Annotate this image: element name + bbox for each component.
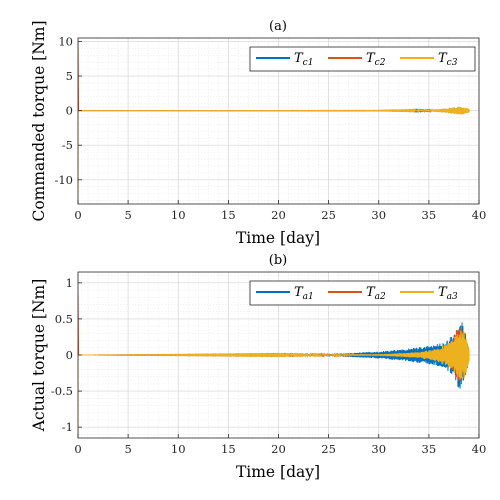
panel-a-x-tick-label: 0 bbox=[74, 208, 81, 222]
panel-a-x-tick-label: 15 bbox=[221, 208, 236, 222]
panel-b-x-tick-label: 40 bbox=[472, 442, 487, 456]
panel-a-y-axis-label: Commanded torque [Nm] bbox=[30, 20, 48, 221]
panel-b-x-tick-label: 5 bbox=[124, 442, 131, 456]
panel-a-y-tick-label: -5 bbox=[62, 138, 73, 152]
panel-b-y-axis-label: Actual torque [Nm] bbox=[30, 279, 48, 433]
panel-b-x-tick-label: 0 bbox=[74, 442, 81, 456]
panel-b-x-tick-label: 15 bbox=[221, 442, 236, 456]
panel-b-x-tick-label: 35 bbox=[422, 442, 437, 456]
panel-b-y-tick-label: 0.5 bbox=[55, 312, 73, 326]
panel-a-y-tick-label: -10 bbox=[54, 173, 73, 187]
panel-a-y-tick-label: 10 bbox=[58, 34, 73, 48]
panel-a-legend: Tc1 Tc2 Tc3 bbox=[249, 46, 476, 72]
panel-b-series bbox=[78, 293, 470, 435]
panel-a-x-tick-label: 5 bbox=[124, 208, 131, 222]
panel-a-legend-label-c3: Tc3 bbox=[438, 51, 458, 68]
panel-b-x-tick-label: 20 bbox=[271, 442, 286, 456]
panel-a-legend-label-c1: Tc1 bbox=[294, 51, 313, 68]
panel-a-y-tick-label: 0 bbox=[66, 104, 73, 118]
panel-b-y-ticks: 1 0.5 0 -0.5 -1 bbox=[51, 276, 82, 434]
panel-a-commanded-torque: (a) 0 5 10 15 20 25 30 35 40 10 5 0 -5 -10 Time [day… bbox=[30, 19, 486, 247]
panel-b-title: (b) bbox=[269, 253, 287, 268]
panel-a-x-axis-label: Time [day] bbox=[236, 229, 320, 247]
panel-b-legend-label-a2: Ta2 bbox=[366, 285, 386, 302]
panel-b-y-tick-label: -0.5 bbox=[51, 384, 73, 398]
panel-a-x-tick-label: 20 bbox=[271, 208, 286, 222]
panel-a-x-tick-label: 10 bbox=[171, 208, 186, 222]
panel-a-x-tick-label: 40 bbox=[472, 208, 487, 222]
panel-b-y-tick-label: 0 bbox=[66, 348, 73, 362]
panel-a-title: (a) bbox=[269, 19, 287, 34]
panel-b-x-ticks: 0 5 10 15 20 25 30 35 40 bbox=[74, 434, 486, 456]
panel-a-x-tick-label: 25 bbox=[321, 208, 336, 222]
panel-a-y-ticks: 10 5 0 -5 -10 bbox=[54, 34, 82, 187]
panel-a-series-c3 bbox=[78, 106, 470, 202]
panel-a-x-tick-label: 35 bbox=[422, 208, 437, 222]
panel-b-actual-torque: (b) 0 5 10 15 20 25 30 35 40 1 0.5 0 -0.5 -1 Time [d… bbox=[30, 253, 486, 481]
panel-a-series bbox=[78, 42, 470, 202]
panel-a-x-tick-label: 30 bbox=[371, 208, 386, 222]
panel-b-y-tick-label: -1 bbox=[62, 420, 73, 434]
panel-a-legend-label-c2: Tc2 bbox=[366, 51, 386, 68]
panel-b-x-tick-label: 30 bbox=[371, 442, 386, 456]
panel-b-x-tick-label: 10 bbox=[171, 442, 186, 456]
panel-a-y-tick-label: 5 bbox=[66, 69, 73, 83]
panel-b-x-tick-label: 25 bbox=[321, 442, 336, 456]
panel-b-y-tick-label: 1 bbox=[66, 276, 73, 290]
panel-b-legend-label-a1: Ta1 bbox=[294, 285, 314, 302]
panel-b-legend: Ta1 Ta2 Ta3 bbox=[249, 280, 476, 306]
panel-b-legend-label-a3: Ta3 bbox=[438, 285, 458, 302]
panel-a-x-ticks: 0 5 10 15 20 25 30 35 40 bbox=[74, 200, 486, 222]
panel-b-series-a3 bbox=[78, 330, 470, 435]
panel-b-x-axis-label: Time [day] bbox=[236, 463, 320, 481]
